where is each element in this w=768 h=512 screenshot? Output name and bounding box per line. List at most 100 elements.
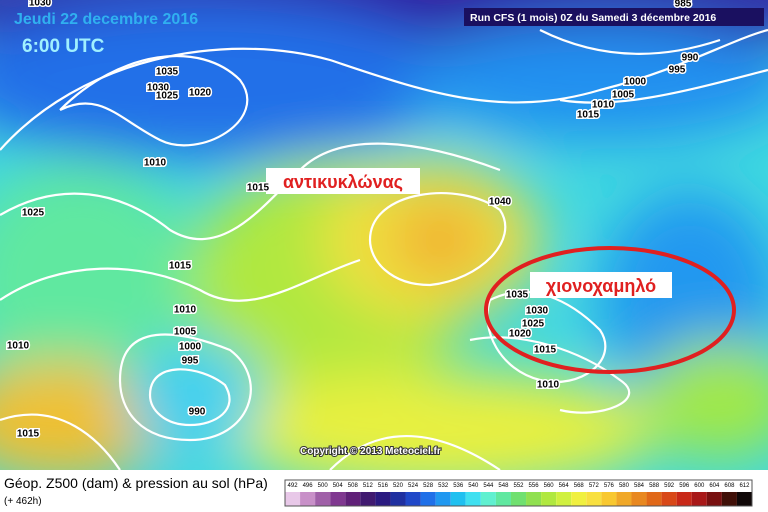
colorbar-swatch (330, 492, 346, 506)
isobar-label: 1025 (156, 91, 179, 102)
colorbar-swatch (526, 492, 542, 506)
colorbar-swatch (691, 492, 707, 506)
isobar-label: 1005 (612, 90, 635, 101)
footer-lead: (+ 462h) (4, 496, 42, 507)
colorbar-tick-label: 576 (604, 483, 615, 489)
colorbar-tick-label: 532 (438, 483, 449, 489)
colorbar-tick-label: 612 (739, 483, 750, 489)
colorbar-tick-label: 552 (513, 483, 524, 489)
isobar-label: 1015 (534, 345, 557, 356)
isobar-label: 1030 (147, 83, 170, 94)
colorbar-swatch (586, 492, 602, 506)
colorbar-swatch (480, 492, 496, 506)
isobars (0, 28, 768, 470)
colorbar: 492 496 500 504 508 512 516 520 524 528 532 536 540 5… (284, 479, 753, 507)
run-box (464, 8, 764, 26)
snow-low-outline (484, 246, 736, 374)
anticyclone-label: αντικυκλώνας (283, 172, 403, 192)
colorbar-swatch (300, 492, 316, 506)
isobar-label: 1015 (169, 261, 192, 272)
isobar-label: 1035 (506, 290, 529, 301)
colorbar-tick-label: 516 (378, 483, 389, 489)
colorbar-tick-label: 564 (559, 483, 570, 489)
colorbar-swatch (450, 492, 466, 506)
colorbar-swatch (375, 492, 391, 506)
isobar-label: 1010 (537, 380, 560, 391)
colorbar-border (284, 479, 753, 507)
colorbar-swatch (616, 492, 632, 506)
isobar-label: 1000 (624, 77, 647, 88)
copyright: Copyright © 2013 Meteociel.fr (300, 446, 441, 457)
colorbar-tick-label: 512 (363, 483, 374, 489)
isobar-label: 1010 (592, 100, 615, 111)
time: 6:00 UTC (22, 36, 105, 57)
colorbar-tick-label: 528 (423, 483, 434, 489)
colorbar-swatch (721, 492, 737, 506)
colorbar-swatch (315, 492, 331, 506)
colorbar-swatch (285, 492, 301, 506)
run-info: Run CFS (1 mois) 0Z du Samedi 3 décembre… (470, 12, 716, 24)
colorbar-tick-label: 544 (483, 483, 494, 489)
colorbar-tick-label: 592 (664, 483, 675, 489)
colorbar-swatch (661, 492, 677, 506)
date: Jeudi 22 decembre 2016 (14, 11, 198, 28)
colorbar-swatch (420, 492, 436, 506)
colorbar-swatch (631, 492, 647, 506)
field (0, 0, 768, 470)
colorbar-tick-label: 584 (634, 483, 645, 489)
colorbar-tick-label: 560 (544, 483, 555, 489)
isobar-label: 1020 (189, 88, 212, 99)
isobar-label: 1010 (144, 158, 167, 169)
anticyclone-box (266, 168, 420, 194)
colorbar-swatch (510, 492, 527, 506)
footer-title: Géop. Z500 (dam) & pression au sol (hPa) (4, 475, 268, 491)
isobar-label: 990 (682, 53, 699, 64)
isobar-label: 1030 (29, 0, 52, 9)
snow-low-box (530, 272, 672, 298)
colorbar-tick-label: 608 (724, 483, 735, 489)
colorbar-tick-label: 508 (348, 483, 359, 489)
colorbar-swatch (601, 492, 617, 506)
colorbar-swatch (541, 492, 557, 506)
isobar-label: 1010 (7, 341, 30, 352)
colorbar-swatch (556, 492, 572, 506)
colorbar-tick-label: 492 (288, 483, 299, 489)
colorbar-tick-label: 604 (709, 483, 720, 489)
isobar-label: 1025 (522, 319, 545, 330)
colorbar-swatch (435, 492, 451, 506)
colorbar-swatch (360, 492, 376, 506)
isobar-label: 1015 (247, 183, 270, 194)
colorbar-swatch (390, 492, 406, 506)
colorbar-tick-label: 600 (694, 483, 705, 489)
isobar-label: 1010 (174, 305, 197, 316)
colorbar-swatch (736, 492, 752, 506)
colorbar-swatch (495, 492, 511, 506)
isobar-label: 990 (189, 407, 206, 418)
isobar-label: 1015 (17, 429, 40, 440)
colorbar-tick-label: 556 (529, 483, 540, 489)
colorbar-tick-label: 524 (408, 483, 419, 489)
colorbar-swatch (405, 492, 421, 506)
colorbar-tick-label: 588 (649, 483, 660, 489)
isobar-label: 1020 (509, 329, 532, 340)
colorbar-swatch (345, 492, 361, 506)
colorbar-tick-label: 520 (393, 483, 404, 489)
isobar-label: 1025 (22, 208, 45, 219)
colorbar-tick-label: 580 (619, 483, 630, 489)
colorbar-tick-label: 504 (333, 483, 344, 489)
isobar-label: 985 (675, 0, 692, 10)
colorbar-tick-label: 536 (453, 483, 464, 489)
colorbar-tick-label: 596 (679, 483, 690, 489)
colorbar-tick-label: 500 (318, 483, 329, 489)
isobar-label: 1040 (489, 197, 512, 208)
isobar-label: 995 (182, 356, 199, 367)
colorbar-tick-label: 540 (468, 483, 479, 489)
colorbar-tick-label: 568 (574, 483, 585, 489)
isobar-label: 1015 (577, 110, 600, 121)
colorbar-tick-label: 572 (589, 483, 600, 489)
snow-low-label: χιονοχαμηλό (546, 276, 656, 296)
isobar-label: 995 (669, 65, 686, 76)
colorbar-swatch (465, 492, 481, 506)
